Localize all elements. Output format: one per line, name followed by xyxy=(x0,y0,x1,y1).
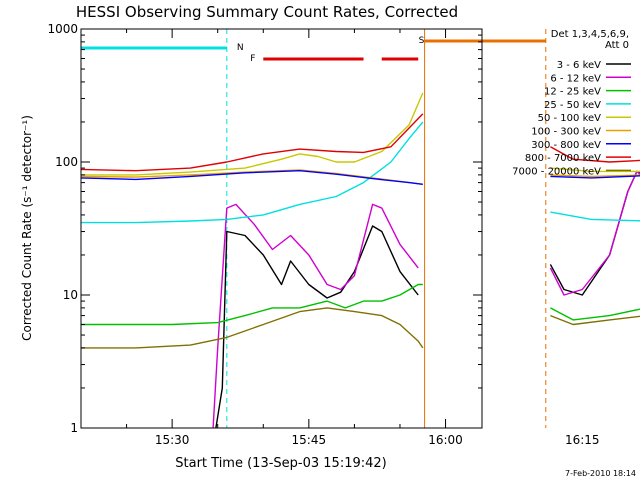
series-line-1-segment-0 xyxy=(212,203,419,429)
series-line-7-segment-0 xyxy=(80,113,424,172)
series-line-3-segment-0 xyxy=(81,121,424,224)
series-line-5-segment-1 xyxy=(550,174,640,178)
legend-label-7: 800 - 7000 keV xyxy=(525,153,601,164)
series-layer xyxy=(80,92,640,429)
legend-label-3: 25 - 50 keV xyxy=(544,100,601,111)
x-tick-label-1: 15:45 xyxy=(292,433,327,447)
legend-label-4: 50 - 100 keV xyxy=(538,113,602,124)
series-line-6-segment-0 xyxy=(80,169,423,185)
series-line-6-segment-1 xyxy=(550,175,640,179)
night-flag-label: N xyxy=(237,43,244,53)
legend-label-1: 6 - 12 keV xyxy=(550,73,601,84)
legend-label-8: 7000 - 20000 keV xyxy=(512,166,601,177)
legend: Det 1,3,4,5,6,9,Att 0 3 - 6 keV 6 - 12 keV… xyxy=(512,29,631,177)
legend-label-6: 300 - 800 keV xyxy=(531,140,601,151)
series-line-0-segment-0 xyxy=(215,225,419,429)
series-line-7-segment-1 xyxy=(550,146,640,163)
legend-label-0: 3 - 6 keV xyxy=(557,60,601,71)
series-line-0-segment-1 xyxy=(549,170,640,296)
series-line-8-segment-1 xyxy=(550,314,640,326)
series-line-3-segment-1 xyxy=(550,211,640,222)
y-tick-label-0: 1 xyxy=(70,421,78,435)
y-tick-label-1: 10 xyxy=(63,288,78,302)
legend-header-0: Det 1,3,4,5,6,9, xyxy=(551,29,629,40)
legend-label-5: 100 - 300 keV xyxy=(531,127,601,138)
series-line-2-segment-0 xyxy=(81,283,423,326)
y-tick-label-2: 100 xyxy=(55,155,78,169)
x-tick-label-2: 16:00 xyxy=(428,433,463,447)
y-tick-label-3: 1000 xyxy=(47,22,78,36)
y-axis-label: Corrected Count Rate (s⁻¹ detector⁻¹) xyxy=(20,115,34,341)
chart-title: HESSI Observing Summary Count Rates, Cor… xyxy=(76,3,458,21)
x-tick-label-0: 15:30 xyxy=(155,433,190,447)
series-line-4-segment-0 xyxy=(81,92,424,176)
x-axis-label: Start Time (13-Sep-03 15:19:42) xyxy=(175,456,386,471)
flare-flag-label: F xyxy=(250,54,255,64)
series-line-8-segment-0 xyxy=(81,307,424,349)
footer-date: 7-Feb-2010 18:14 xyxy=(565,469,636,478)
plot-frame xyxy=(80,28,483,429)
series-line-1-segment-1 xyxy=(549,170,640,296)
series-line-2-segment-1 xyxy=(550,307,640,321)
saa-flag-label: S xyxy=(419,36,425,46)
x-tick-label-3: 16:15 xyxy=(565,433,600,447)
series-line-4-segment-1 xyxy=(550,167,640,173)
legend-label-2: 12 - 25 keV xyxy=(544,87,601,98)
legend-header-1: Att 0 xyxy=(605,40,629,51)
